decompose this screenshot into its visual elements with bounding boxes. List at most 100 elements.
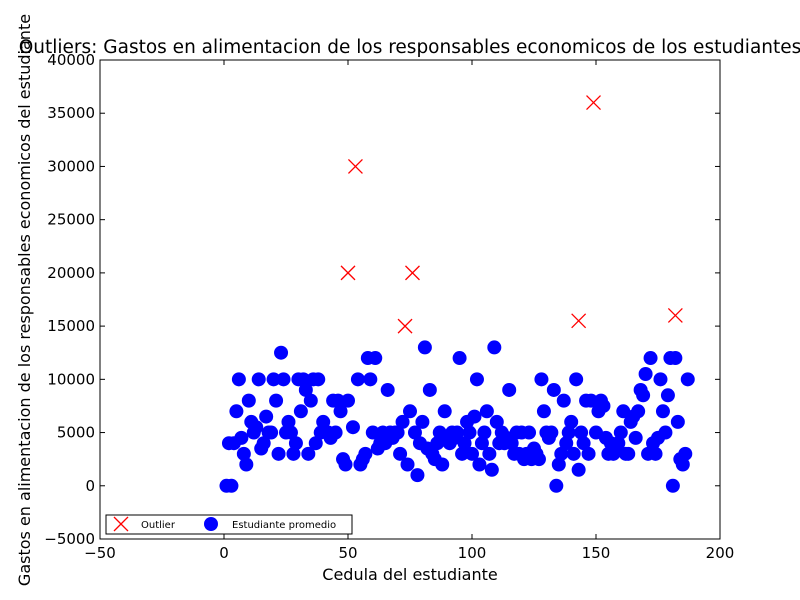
data-point-estudiante — [549, 478, 564, 493]
data-point-estudiante — [660, 388, 675, 403]
data-point-estudiante — [636, 388, 651, 403]
data-point-estudiante — [341, 393, 355, 408]
x-axis: −50 0 50 100 150 200 — [84, 60, 734, 562]
data-point-estudiante — [363, 372, 378, 387]
data-point-estudiante — [286, 446, 301, 461]
data-point-estudiante — [345, 420, 360, 435]
data-point-estudiante — [316, 414, 331, 429]
data-point-outlier — [405, 265, 420, 281]
data-point-estudiante — [224, 478, 239, 493]
data-point-estudiante — [658, 425, 673, 440]
data-point-estudiante — [643, 351, 658, 366]
data-point-estudiante — [301, 446, 316, 461]
data-point-estudiante — [274, 345, 289, 360]
data-point-estudiante — [544, 425, 559, 440]
data-point-estudiante — [298, 382, 313, 397]
data-point-estudiante — [668, 351, 683, 366]
data-point-outlier — [340, 265, 356, 281]
legend-marker-estudiante-promedio — [204, 517, 218, 531]
data-point-estudiante — [403, 404, 417, 419]
data-point-estudiante — [522, 425, 537, 440]
y-tick-label: 5000 — [57, 424, 95, 442]
y-axis: −5000 0 5000 10000 15000 20000 25000 30000 35000… — [44, 51, 720, 548]
data-point-estudiante — [554, 446, 569, 461]
data-point-outlier — [397, 318, 413, 334]
x-axis-label: Cedula del estudiante — [322, 565, 497, 584]
data-point-estudiante — [249, 420, 264, 435]
y-tick-label: 40000 — [47, 51, 95, 69]
data-point-estudiante — [303, 393, 318, 408]
data-point-estudiante — [631, 404, 646, 419]
y-tick-label: 25000 — [47, 211, 95, 229]
data-point-estudiante — [469, 372, 484, 387]
data-point-estudiante — [596, 398, 611, 413]
data-point-estudiante — [422, 382, 437, 397]
data-point-estudiante — [231, 372, 246, 387]
data-point-estudiante — [531, 452, 546, 467]
data-point-estudiante — [256, 436, 271, 451]
data-point-estudiante — [474, 436, 489, 451]
data-point-estudiante — [234, 430, 249, 445]
data-point-estudiante — [365, 425, 380, 440]
data-point-estudiante — [581, 446, 596, 461]
data-point-outlier — [586, 95, 601, 111]
x-tick-label: 0 — [219, 544, 229, 562]
data-point-estudiante — [400, 457, 415, 472]
data-point-outlier — [667, 308, 683, 323]
x-tick-label: 100 — [458, 544, 487, 562]
data-point-estudiante — [435, 457, 450, 472]
data-point-estudiante — [678, 446, 693, 461]
data-point-estudiante — [338, 457, 353, 472]
data-point-estudiante — [437, 404, 452, 419]
data-point-estudiante — [467, 409, 482, 424]
data-point-estudiante — [465, 446, 479, 461]
data-point-estudiante — [350, 372, 365, 387]
data-point-estudiante — [331, 393, 346, 408]
data-point-estudiante — [410, 468, 425, 483]
data-point-estudiante — [675, 457, 690, 472]
data-point-estudiante — [556, 393, 571, 408]
data-point-estudiante — [251, 372, 266, 387]
data-point-estudiante — [504, 436, 519, 451]
chart-title: Outliers: Gastos en alimentacion de los … — [19, 37, 800, 58]
data-point-estudiante — [266, 372, 281, 387]
data-point-estudiante — [502, 382, 517, 397]
data-point-estudiante — [489, 414, 504, 429]
series-estudiante-promedio — [219, 340, 695, 493]
data-point-estudiante — [259, 409, 274, 424]
data-point-estudiante — [407, 425, 422, 440]
data-point-estudiante — [333, 404, 348, 419]
x-tick-label: 200 — [706, 544, 735, 562]
x-tick-label: 50 — [338, 544, 357, 562]
y-axis-label: Gastos en alimentacion de los responsabl… — [15, 14, 34, 586]
y-tick-label: 35000 — [47, 104, 95, 122]
data-point-estudiante — [571, 462, 586, 477]
data-point-estudiante — [241, 393, 256, 408]
x-tick-label: −50 — [84, 544, 116, 562]
data-point-estudiante — [276, 372, 291, 387]
data-point-estudiante — [655, 404, 670, 419]
data-point-estudiante — [393, 446, 408, 461]
data-point-estudiante — [648, 446, 663, 461]
data-point-estudiante — [569, 372, 584, 387]
data-point-estudiante — [665, 478, 680, 493]
data-point-estudiante — [613, 425, 628, 440]
data-point-estudiante — [546, 382, 561, 397]
data-point-estudiante — [236, 446, 251, 461]
data-point-estudiante — [417, 340, 432, 355]
data-point-estudiante — [559, 436, 574, 451]
data-point-estudiante — [281, 414, 296, 429]
plot-frame — [99, 59, 721, 540]
data-point-outlier — [571, 313, 587, 329]
data-point-estudiante — [477, 425, 492, 440]
data-point-estudiante — [472, 457, 487, 472]
data-point-estudiante — [482, 446, 497, 461]
data-point-estudiante — [621, 446, 636, 461]
legend: Outlier Estudiante promedio — [105, 514, 353, 535]
data-point-estudiante — [584, 393, 599, 408]
legend-box — [105, 514, 353, 535]
data-point-estudiante — [574, 425, 589, 440]
data-point-estudiante — [576, 436, 591, 451]
x-tick-label: 150 — [582, 544, 611, 562]
